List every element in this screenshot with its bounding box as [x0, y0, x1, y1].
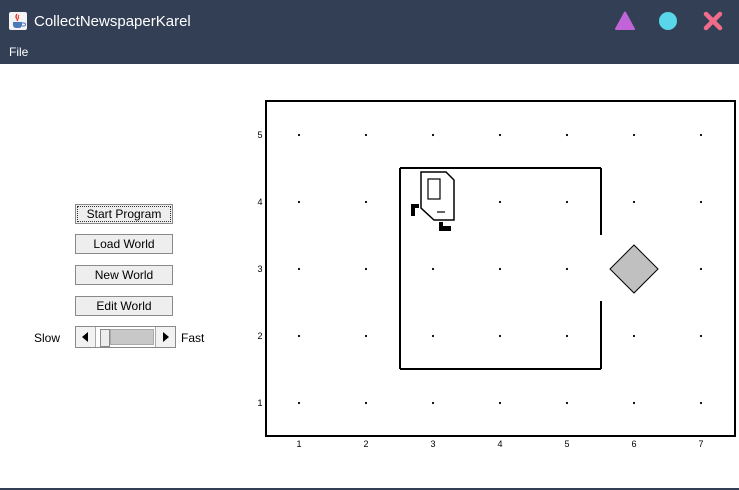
corner-dot: [431, 267, 435, 271]
row-label: 1: [257, 398, 262, 408]
corner-dot: [297, 334, 301, 338]
corner-dot: [565, 267, 569, 271]
corner-dot: [498, 267, 502, 271]
corner-dot: [699, 133, 703, 137]
walls: [399, 167, 602, 370]
row-labels: 1 2 3 4 5: [257, 130, 262, 408]
column-label: 2: [363, 439, 368, 449]
column-label: 4: [497, 439, 502, 449]
corner-dot: [565, 200, 569, 204]
corner-dot: [431, 334, 435, 338]
corner-dot: [632, 334, 636, 338]
corner-dot: [364, 267, 368, 271]
corner-dot: [364, 334, 368, 338]
row-label: 4: [257, 197, 262, 207]
slow-label: Slow: [34, 331, 61, 345]
slider-right-arrow-icon[interactable]: [155, 327, 175, 347]
corner-dot: [632, 200, 636, 204]
title-bar[interactable]: CollectNewspaperKarel: [0, 0, 739, 41]
corner-dot: [431, 401, 435, 405]
corner-dot: [699, 334, 703, 338]
corner-dot: [297, 133, 301, 137]
maximize-circle-icon[interactable]: [657, 10, 679, 32]
corner-dot: [699, 200, 703, 204]
slider-thumb[interactable]: [100, 329, 111, 347]
column-label: 6: [631, 439, 636, 449]
corner-dot: [699, 401, 703, 405]
speed-slider[interactable]: [75, 326, 176, 348]
slider-left-arrow-icon[interactable]: [76, 327, 96, 347]
row-label: 5: [257, 130, 262, 140]
column-labels: 1 2 3 4 5 6 7: [296, 439, 703, 449]
corner-dot: [431, 133, 435, 137]
start-program-button[interactable]: Start Program: [75, 204, 173, 224]
new-world-button[interactable]: New World: [75, 265, 173, 285]
corner-dot: [297, 200, 301, 204]
karel-robot-icon: [411, 171, 455, 231]
corner-dot: [699, 267, 703, 271]
corner-dot: [364, 133, 368, 137]
fast-label: Fast: [181, 331, 205, 345]
menu-bar: File: [0, 41, 739, 64]
corner-dot: [364, 401, 368, 405]
corner-dot: [364, 200, 368, 204]
corner-dots: [297, 133, 703, 405]
corner-dot: [498, 401, 502, 405]
java-icon: [9, 12, 27, 30]
corner-dot: [498, 200, 502, 204]
column-label: 1: [296, 439, 301, 449]
column-label: 5: [564, 439, 569, 449]
corner-dot: [565, 401, 569, 405]
row-label: 2: [257, 331, 262, 341]
corner-dot: [632, 133, 636, 137]
corner-dot: [498, 133, 502, 137]
edit-world-button[interactable]: Edit World: [75, 296, 173, 316]
corner-dot: [297, 401, 301, 405]
window-bottom-edge: [0, 488, 739, 490]
menu-file[interactable]: File: [9, 45, 29, 59]
close-x-icon[interactable]: [702, 10, 724, 32]
beeper-icon: [609, 244, 659, 294]
corner-dot: [565, 334, 569, 338]
row-label: 3: [257, 264, 262, 274]
column-label: 3: [430, 439, 435, 449]
corner-dot: [297, 267, 301, 271]
corner-dot: [498, 334, 502, 338]
corner-dot: [632, 401, 636, 405]
minimize-triangle-icon[interactable]: [614, 10, 636, 32]
slider-track[interactable]: [110, 329, 154, 345]
column-label: 7: [698, 439, 703, 449]
load-world-button[interactable]: Load World: [75, 234, 173, 254]
corner-dot: [565, 133, 569, 137]
window-title: CollectNewspaperKarel: [34, 13, 191, 30]
